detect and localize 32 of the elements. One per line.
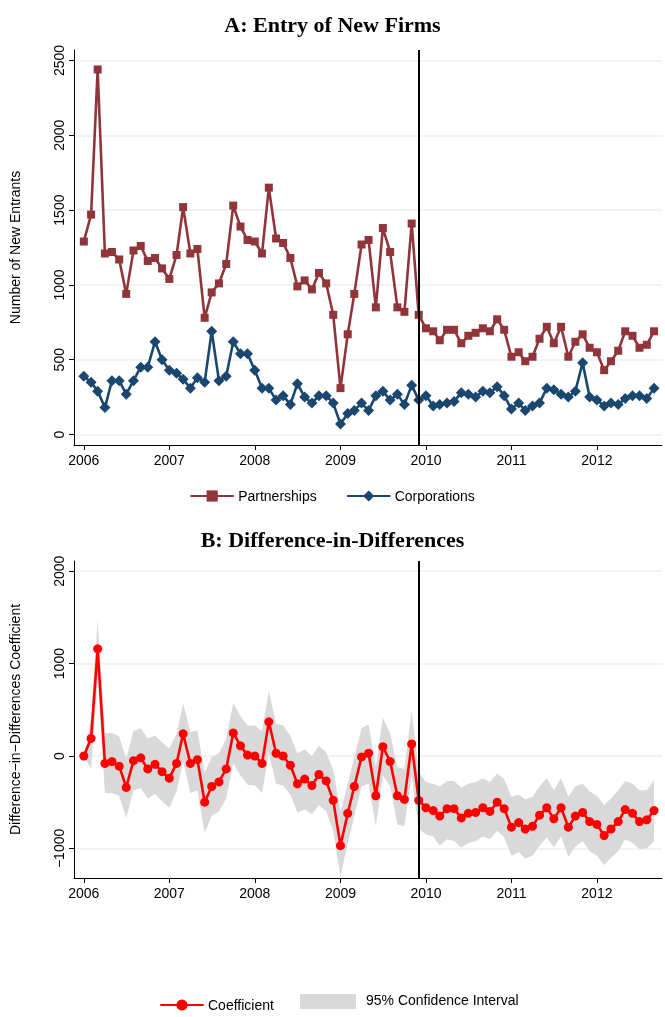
legend-label: Partnerships [238, 488, 317, 504]
y-tick-label: 0 [51, 751, 67, 760]
x-tick-label: 2010 [410, 452, 442, 468]
x-tick-label: 2011 [496, 885, 527, 901]
y-tick-label: 2500 [51, 44, 67, 77]
legend-label: Corporations [394, 488, 475, 504]
y-axis-title: Difference−in−Differences Coefficient [7, 603, 23, 836]
y-tick-label: 0 [51, 430, 67, 439]
x-tick-label: 2010 [410, 885, 442, 901]
y-tick-label: 500 [51, 347, 67, 372]
y-tick-label: 1000 [51, 647, 67, 680]
text: 95% Confidence Interval [366, 992, 519, 1008]
x-tick-label: 2006 [68, 452, 100, 468]
y-tick-label: 1500 [51, 194, 67, 226]
x-tick-label: 2011 [496, 452, 527, 468]
x-tick-label: 2012 [581, 885, 613, 901]
legend-label: Coefficient [208, 997, 274, 1013]
chart-title: B: Difference-in-Differences [200, 526, 465, 552]
y-tick-label: 2000 [51, 555, 67, 587]
y-tick-label: 2000 [51, 119, 67, 151]
x-tick-label: 2012 [581, 452, 613, 468]
y-axis-title: Number of New Entrants [7, 170, 23, 325]
x-tick-label: 2008 [239, 452, 271, 468]
x-tick-label: 2007 [153, 452, 186, 468]
x-tick-label: 2007 [153, 885, 186, 901]
y-tick-label: −1000 [51, 828, 67, 869]
x-tick-label: 2008 [239, 885, 271, 901]
y-tick-label: 1000 [51, 269, 67, 301]
x-tick-label: 2009 [324, 885, 357, 901]
chart-title: A: Entry of New Firms [224, 11, 442, 37]
x-tick-label: 2009 [324, 452, 357, 468]
x-tick-label: 2006 [68, 885, 100, 901]
